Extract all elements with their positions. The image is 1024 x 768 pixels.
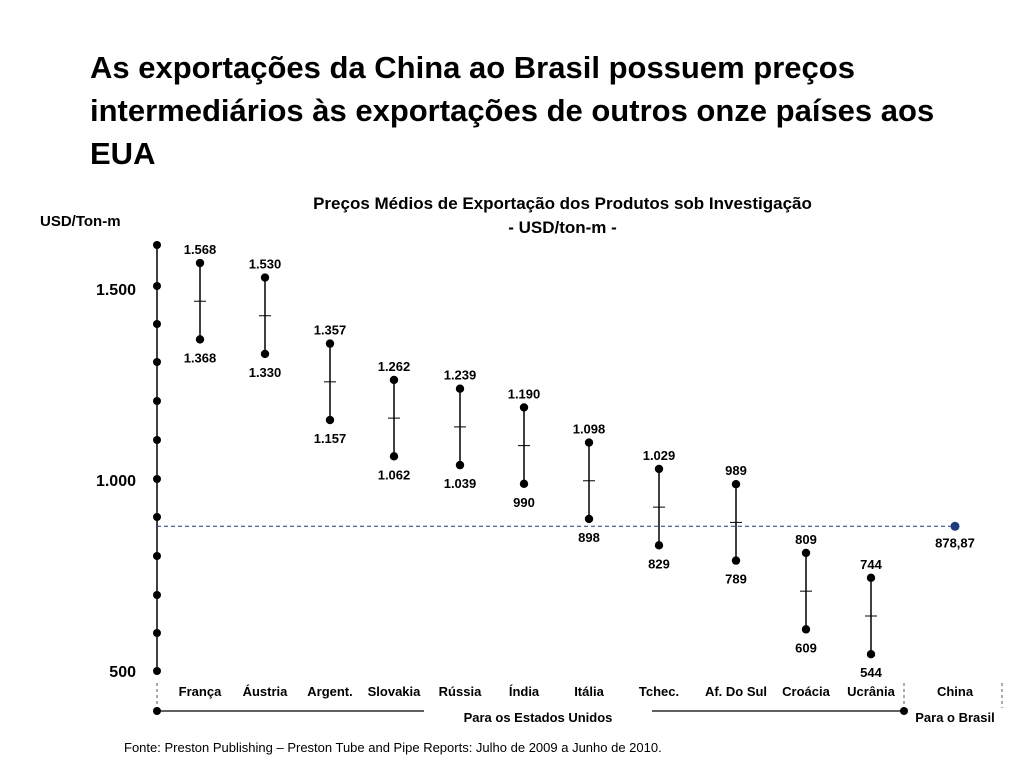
group-label-us: Para os Estados Unidos bbox=[464, 710, 613, 725]
category-label: Tchec. bbox=[639, 684, 679, 699]
range-low-label: 990 bbox=[513, 495, 535, 510]
y-axis-dot bbox=[153, 241, 161, 249]
y-axis-dot bbox=[153, 358, 161, 366]
range-low-point bbox=[519, 479, 529, 489]
y-tick-label: 1.000 bbox=[96, 473, 136, 490]
chart-title: Preços Médios de Exportação dos Produtos… bbox=[230, 192, 895, 240]
category-label: Argent. bbox=[307, 684, 353, 699]
y-axis-dot bbox=[153, 475, 161, 483]
y-axis-dot bbox=[153, 397, 161, 405]
y-axis-label: USD/Ton-m bbox=[40, 213, 121, 230]
group-label-brazil: Para o Brasil bbox=[915, 710, 995, 725]
y-axis-dot bbox=[153, 552, 161, 560]
range-high-label: 1.190 bbox=[508, 386, 541, 401]
chart-title-main: Preços Médios de Exportação dos Produtos… bbox=[313, 194, 812, 213]
range-high-point bbox=[654, 464, 664, 474]
reference-point bbox=[950, 521, 960, 531]
range-low-point bbox=[731, 556, 741, 565]
range-high-label: 1.098 bbox=[573, 422, 606, 437]
y-axis-dot bbox=[153, 320, 161, 328]
range-low-point bbox=[195, 335, 205, 344]
y-axis-dot bbox=[153, 436, 161, 444]
range-high-label: 1.568 bbox=[184, 242, 217, 257]
y-tick-label: 500 bbox=[109, 664, 136, 681]
range-high-point bbox=[325, 339, 335, 348]
range-high-point bbox=[389, 375, 399, 385]
range-high-label: 744 bbox=[860, 557, 882, 572]
range-low-label: 789 bbox=[725, 572, 747, 587]
range-low-point bbox=[584, 514, 594, 524]
category-label: Af. Do Sul bbox=[705, 684, 767, 699]
range-low-point bbox=[260, 349, 270, 359]
category-label: Áustria bbox=[243, 684, 289, 699]
category-label: Rússia bbox=[439, 684, 482, 699]
y-axis-dot bbox=[153, 513, 161, 521]
range-low-label: 1.062 bbox=[378, 467, 411, 482]
range-high-point bbox=[801, 548, 811, 558]
range-low-point bbox=[866, 649, 876, 659]
range-low-label: 609 bbox=[795, 640, 817, 655]
group-bracket-end bbox=[900, 707, 908, 715]
range-low-point bbox=[801, 625, 811, 634]
slide-title: As exportações da China ao Brasil possue… bbox=[90, 50, 935, 171]
range-low-label: 1.368 bbox=[184, 350, 217, 365]
range-low-label: 829 bbox=[648, 556, 670, 571]
range-high-point bbox=[731, 480, 741, 489]
range-low-point bbox=[654, 541, 664, 550]
category-label: França bbox=[179, 684, 222, 699]
range-high-label: 1.239 bbox=[444, 368, 477, 383]
range-high-point bbox=[455, 384, 465, 393]
range-high-label: 1.530 bbox=[249, 257, 282, 272]
y-axis-dot bbox=[153, 667, 161, 675]
category-label: China bbox=[937, 684, 974, 699]
range-low-label: 1.330 bbox=[249, 365, 282, 380]
range-high-point bbox=[260, 273, 270, 282]
category-label: Slovakia bbox=[368, 684, 422, 699]
range-low-label: 544 bbox=[860, 665, 882, 680]
range-low-point bbox=[389, 452, 399, 461]
category-label: Ucrânia bbox=[847, 684, 895, 699]
category-label: Índia bbox=[509, 684, 540, 699]
range-high-label: 1.262 bbox=[378, 359, 411, 374]
y-tick-label: 1.500 bbox=[96, 282, 136, 299]
source-note: Fonte: Preston Publishing – Preston Tube… bbox=[124, 740, 662, 755]
range-low-point bbox=[455, 460, 465, 470]
y-axis-dot bbox=[153, 282, 161, 290]
category-label: Itália bbox=[574, 684, 604, 699]
range-high-point bbox=[519, 403, 529, 412]
chart-subtitle: - USD/ton-m - bbox=[508, 218, 617, 237]
range-high-point bbox=[195, 258, 205, 268]
range-high-point bbox=[866, 573, 876, 582]
range-high-label: 1.029 bbox=[643, 448, 676, 463]
group-bracket-end bbox=[153, 707, 161, 715]
range-low-label: 1.039 bbox=[444, 476, 477, 491]
range-high-label: 1.357 bbox=[314, 323, 347, 338]
category-label: Croácia bbox=[782, 684, 830, 699]
range-low-label: 898 bbox=[578, 530, 600, 545]
y-axis-dot bbox=[153, 591, 161, 599]
range-high-point bbox=[584, 438, 594, 447]
reference-label: 878,87 bbox=[935, 535, 975, 550]
range-high-label: 989 bbox=[725, 463, 747, 478]
range-low-label: 1.157 bbox=[314, 431, 347, 446]
y-axis-dot bbox=[153, 629, 161, 637]
range-high-label: 809 bbox=[795, 532, 817, 547]
range-low-point bbox=[325, 415, 335, 425]
